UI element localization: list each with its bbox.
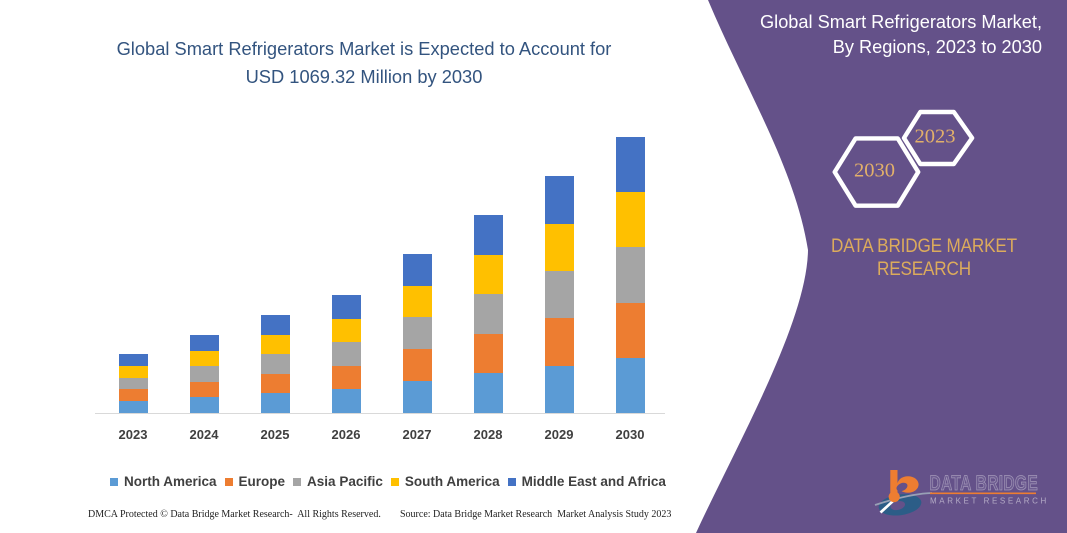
svg-text:2023: 2023 — [915, 125, 956, 147]
svg-text:DATA BRIDGE: DATA BRIDGE — [930, 470, 1039, 494]
svg-text:2030: 2030 — [854, 160, 895, 182]
svg-text:MARKET RESEARCH: MARKET RESEARCH — [930, 497, 1049, 506]
